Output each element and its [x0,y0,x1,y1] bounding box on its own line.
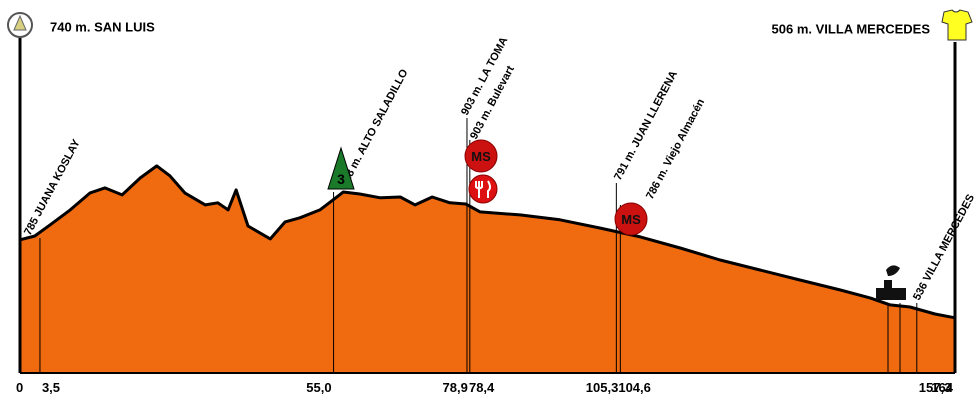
x-tick-label: 0 [16,380,23,395]
profile-line [19,164,956,320]
sprint-icon [464,139,498,173]
feed-symbol [475,180,491,198]
sprint-label: MS [621,212,641,227]
climb-icon [327,146,355,190]
train-icon [876,265,906,300]
x-tick-label: 78,9 [443,380,468,395]
feed-icon [468,174,498,204]
x-tick-label: 157,3 [919,380,952,395]
end-label: 506 m. VILLA MERCEDES [772,21,931,36]
profile-area [20,165,955,373]
x-tick-label: 164 [931,380,953,395]
waypoint-label: 928 m. ALTO SALADILLO [338,67,411,189]
x-tick-label: 105,3 [586,380,619,395]
sprint-label: MS [471,149,491,164]
x-tick-label: 3,5 [42,380,60,395]
x-tick-label: 78,4 [469,380,495,395]
climb-category: 3 [337,171,345,187]
sprint-icon [614,202,648,236]
start-icon [7,12,33,38]
waypoint-label: 536 VILLA MERCEDES [911,192,977,302]
x-tick-label: 104,6 [618,380,651,395]
start-label: 740 m. SAN LUIS [50,19,155,34]
x-tick-label: 55,0 [306,380,331,395]
jersey-icon [941,9,973,41]
